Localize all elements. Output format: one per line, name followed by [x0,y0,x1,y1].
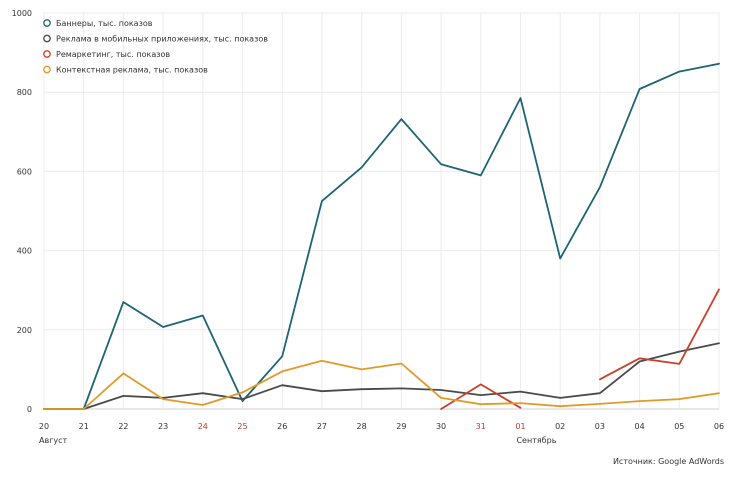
month-label: Август [39,436,68,445]
x-tick-label: 28 [357,422,367,431]
x-tick-label: 29 [396,422,406,431]
x-tick-label: 03 [595,422,605,431]
series-line [599,288,720,381]
y-tick-label: 800 [17,88,32,97]
x-axis: 20 21 22 23 24 25 26 27 28 29 30 31 01 02 03 04 05 06 Авгу… [39,422,724,445]
x-tick-label: 01 [515,422,525,431]
series-4 [43,359,720,410]
month-label: Сентябрь [516,436,556,445]
x-tick-label: 20 [39,422,49,431]
legend: Баннеры, тыс. показов Реклама в мобильных… [43,19,268,75]
x-tick-label: 21 [79,422,89,431]
x-tick-label: 27 [317,422,327,431]
series-line [43,359,720,410]
series-2 [43,342,720,410]
series-group [43,62,720,410]
y-tick-label: 0 [27,405,32,414]
legend-label: Реклама в мобильных приложениях, тыс. по… [56,35,268,44]
series-line [43,342,720,410]
series-3 [440,288,720,410]
legend-marker-icon [43,50,51,58]
x-tick-label: 30 [436,422,446,431]
x-tick-label: 22 [118,422,128,431]
x-tick-label: 06 [714,422,724,431]
x-tick-label: 25 [237,422,247,431]
x-tick-label: 26 [277,422,287,431]
source-note: Источник: Google AdWords [613,457,724,466]
y-tick-label: 400 [17,247,32,256]
x-tick-label: 31 [476,422,486,431]
series-line [43,62,720,410]
x-tick-label: 05 [674,422,684,431]
y-tick-label: 1000 [12,9,32,18]
legend-label: Баннеры, тыс. показов [56,19,153,28]
y-tick-label: 200 [17,326,32,335]
legend-marker-icon [43,65,51,74]
x-tick-label: 24 [198,422,208,431]
x-tick-label: 02 [555,422,565,431]
legend-marker-icon [43,34,51,43]
x-tick-label: 23 [158,422,168,431]
x-tick-label: 04 [634,422,644,431]
y-tick-label: 600 [17,167,32,176]
grid [43,12,720,410]
legend-marker-icon [43,19,51,27]
y-axis: 0 200 400 600 800 1000 [12,9,32,414]
series-1 [43,62,720,410]
legend-label: Контекстная реклама, тыс. показов [56,66,208,75]
legend-label: Ремаркетинг, тыс. показов [56,50,170,59]
